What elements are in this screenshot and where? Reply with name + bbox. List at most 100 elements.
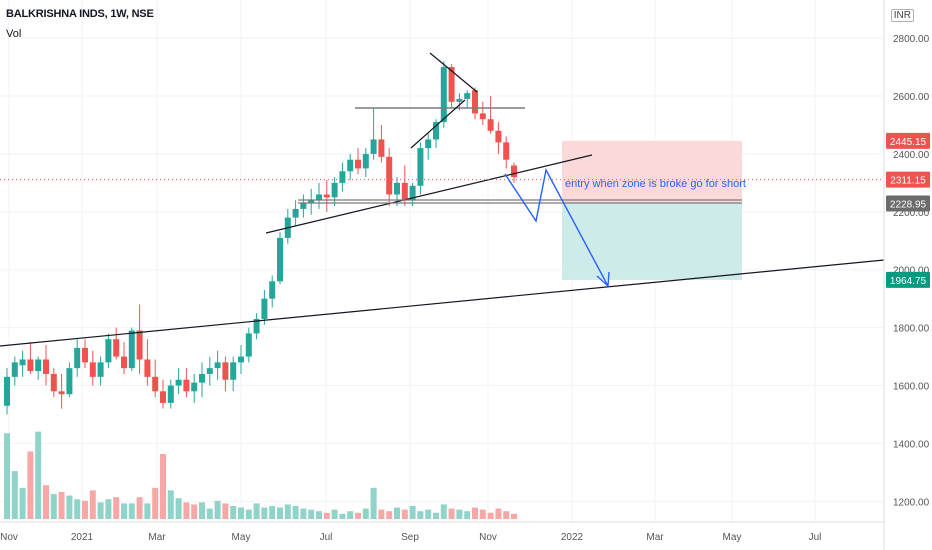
y-tick-label: 1800.00 [893, 324, 930, 335]
candle-body [128, 330, 135, 369]
candle-body [43, 359, 49, 374]
volume-bar [152, 487, 159, 519]
volume-bar [11, 471, 18, 519]
volume-bar [214, 500, 221, 519]
volume-bar [74, 499, 81, 519]
triangle-upper-line [429, 52, 478, 93]
candle-body [206, 368, 213, 374]
candle-body [495, 130, 502, 143]
candle-body [316, 194, 322, 201]
candle-body [347, 159, 354, 172]
volume-bar [144, 503, 151, 519]
candle-body [50, 373, 57, 392]
volume-bar [121, 503, 127, 519]
volume-bar [495, 508, 502, 519]
candle-body [199, 373, 205, 383]
volume-bar [487, 512, 494, 519]
candle-body [308, 200, 315, 204]
volume-bar [362, 508, 369, 519]
price-label-box [886, 195, 930, 212]
candle-body [66, 368, 73, 395]
support-trendline [265, 154, 593, 234]
y-tick-label: 2200.00 [893, 208, 930, 219]
volume-bar [128, 503, 135, 519]
x-tick-label: Nov [479, 532, 497, 543]
volume-bar [448, 508, 455, 519]
volume-bar [66, 495, 73, 519]
long-term-trendline [0, 259, 885, 347]
x-tick-label: Jul [320, 532, 333, 543]
volume-bar [222, 503, 229, 519]
candle-body [136, 330, 143, 360]
triangle-lower-line [410, 99, 466, 149]
candle-body [11, 362, 18, 377]
candle-body [160, 391, 166, 403]
volume-bar [511, 513, 517, 519]
y-tick-label: 2600.00 [893, 92, 930, 103]
candle-body [456, 98, 463, 102]
volume-bar [339, 513, 346, 519]
volume-bar [503, 511, 510, 519]
volume-bar [394, 507, 400, 519]
volume-bar [175, 498, 182, 519]
candle-body [339, 171, 346, 183]
candle-body [152, 376, 159, 392]
volume-bar [284, 504, 291, 519]
volume-bar [35, 431, 42, 519]
x-tick-label: Sep [401, 532, 419, 543]
candle-body [222, 362, 229, 380]
price-label-text: 2228.95 [890, 199, 927, 210]
candle-body [487, 119, 494, 131]
volume-bar [331, 509, 338, 519]
volume-bar [308, 509, 315, 519]
volume-bar [27, 451, 34, 519]
candle-body [167, 385, 174, 403]
y-tick-label: 2000.00 [893, 266, 930, 277]
volume-bar [245, 509, 252, 519]
price-label-text: 1964.75 [890, 276, 927, 287]
candle-body [27, 359, 34, 372]
volume-bar [19, 487, 26, 519]
candle-body [378, 139, 385, 157]
x-tick-label: Mar [148, 532, 166, 543]
price-label-text: 2445.15 [890, 137, 927, 148]
volume-bar [277, 507, 283, 519]
candle-body [292, 208, 299, 218]
candle-body [58, 391, 65, 395]
y-tick-label: 1200.00 [893, 497, 930, 508]
volume-bar [167, 490, 174, 519]
volume-bar [370, 487, 377, 519]
volume-bar [378, 509, 385, 519]
candle-body [261, 298, 268, 319]
candle-body [409, 185, 416, 201]
candle-body [19, 359, 26, 366]
volume-bar [347, 511, 354, 519]
candle-body [370, 139, 377, 154]
candle-body [35, 359, 42, 372]
price-label-text: 2311.15 [890, 176, 926, 187]
volume-bar [261, 507, 268, 519]
price-label-box [886, 171, 930, 188]
x-tick-label: May [232, 532, 251, 543]
y-tick-label: 1600.00 [893, 382, 930, 393]
volume-bar [417, 511, 424, 519]
candle-body [269, 281, 276, 299]
volume-bar [136, 497, 143, 519]
volume-bar [386, 511, 393, 519]
x-tick-label: Nov [0, 532, 18, 543]
x-tick-label: May [723, 532, 742, 543]
volume-bar [269, 506, 276, 519]
volume-bar [440, 504, 447, 519]
volume-bar [323, 512, 330, 519]
price-label-box [886, 271, 930, 288]
currency-label[interactable]: INR [890, 9, 914, 22]
candle-body [175, 379, 182, 386]
candle-body [277, 237, 283, 282]
candle-body [417, 148, 424, 186]
projected-path [504, 167, 609, 287]
candle-body [82, 347, 88, 363]
y-tick-label: 2400.00 [893, 150, 930, 161]
volume-bar [479, 509, 486, 519]
projected-path-arrow-head [596, 271, 610, 288]
